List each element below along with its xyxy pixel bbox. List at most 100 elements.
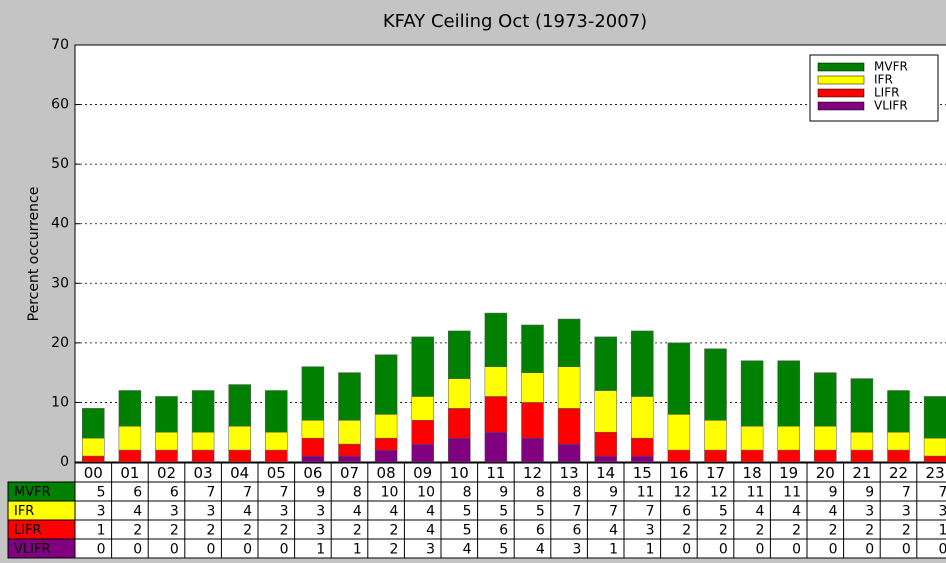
table-value: 10 xyxy=(381,485,399,501)
bar-segment xyxy=(484,396,508,433)
bar-segment xyxy=(338,443,361,457)
y-tick-label: 30 xyxy=(51,275,69,291)
x-tick-label: 15 xyxy=(633,464,652,482)
bar-segment xyxy=(521,372,544,403)
legend-label: VLIFR xyxy=(874,99,908,113)
chart-title: KFAY Ceiling Oct (1973-2007) xyxy=(383,11,647,32)
y-tick-label: 20 xyxy=(51,335,69,351)
x-tick-label: 00 xyxy=(84,464,103,482)
bar-segment xyxy=(887,390,910,433)
y-tick-label: 10 xyxy=(51,394,69,410)
table-value: 4 xyxy=(609,523,618,539)
bar-segment xyxy=(631,437,654,457)
table-value: 5 xyxy=(463,523,472,539)
table-value: 6 xyxy=(572,523,581,539)
table-value: 4 xyxy=(426,504,435,520)
table-value: 0 xyxy=(792,542,801,558)
bar-segment xyxy=(374,437,398,451)
table-value: 0 xyxy=(938,542,946,558)
bar-segment xyxy=(484,366,508,397)
x-tick-label: 19 xyxy=(779,464,798,482)
table-value: 2 xyxy=(353,523,362,539)
table-value: 6 xyxy=(499,523,508,539)
row-label-cell xyxy=(7,538,76,559)
table-value: 4 xyxy=(353,504,362,520)
table-value: 3 xyxy=(646,523,655,539)
table-value: 5 xyxy=(719,504,728,520)
table-value: 7 xyxy=(902,485,911,501)
bar-segment xyxy=(265,390,288,433)
legend-label: IFR xyxy=(874,73,893,87)
table-value: 4 xyxy=(463,542,472,558)
x-tick-label: 03 xyxy=(194,464,213,482)
legend-swatch xyxy=(817,101,865,111)
table-value: 3 xyxy=(316,523,325,539)
bar-segment xyxy=(850,431,874,451)
x-tick-label: 16 xyxy=(669,464,688,482)
bar-segment xyxy=(814,426,837,451)
table-value: 6 xyxy=(170,485,179,501)
table-value: 4 xyxy=(536,542,545,558)
bar-segment xyxy=(594,455,617,463)
bar-segment xyxy=(118,390,142,427)
bar-segment xyxy=(594,336,617,391)
bar-segment xyxy=(740,360,764,427)
table-value: 9 xyxy=(865,485,874,501)
bar-segment xyxy=(521,402,544,439)
table-value: 4 xyxy=(389,504,398,520)
table-value: 3 xyxy=(902,504,911,520)
table-value: 9 xyxy=(829,485,838,501)
bar-segment xyxy=(557,408,581,445)
x-tick-label: 22 xyxy=(889,464,908,482)
table-value: 0 xyxy=(829,542,838,558)
bar-segment xyxy=(374,414,398,439)
table-value: 3 xyxy=(170,504,179,520)
table-value: 10 xyxy=(417,485,435,501)
table-value: 2 xyxy=(133,523,142,539)
table-value: 11 xyxy=(783,485,801,501)
table-value: 4 xyxy=(755,504,764,520)
table-value: 4 xyxy=(243,504,252,520)
table-value: 0 xyxy=(170,542,179,558)
table-value: 12 xyxy=(710,485,728,501)
x-tick-label: 05 xyxy=(267,464,286,482)
table-value: 7 xyxy=(280,485,289,501)
legend-label: LIFR xyxy=(874,86,899,100)
table-value: 7 xyxy=(646,504,655,520)
bar-segment xyxy=(814,372,837,427)
table-value: 2 xyxy=(755,523,764,539)
bar-segment xyxy=(557,318,581,367)
bar-segment xyxy=(155,449,178,463)
table-value: 3 xyxy=(865,504,874,520)
bar-segment xyxy=(118,426,142,451)
bar-segment xyxy=(228,449,251,463)
table-value: 4 xyxy=(792,504,801,520)
bar-segment xyxy=(228,426,251,451)
x-tick-label: 04 xyxy=(230,464,249,482)
table-value: 2 xyxy=(682,523,691,539)
plot-area xyxy=(74,44,946,463)
y-tick-label: 0 xyxy=(60,454,69,470)
y-tick-label: 50 xyxy=(51,156,69,172)
table-value: 2 xyxy=(243,523,252,539)
table-value: 1 xyxy=(316,542,325,558)
bar-segment xyxy=(594,390,617,433)
table-value: 3 xyxy=(938,504,946,520)
x-tick-label: 23 xyxy=(926,464,945,482)
table-value: 3 xyxy=(572,542,581,558)
bar-segment xyxy=(191,390,215,433)
table-value: 4 xyxy=(133,504,142,520)
table-value: 1 xyxy=(646,542,655,558)
table-value: 7 xyxy=(609,504,618,520)
row-label: MVFR xyxy=(14,485,51,500)
table-value: 5 xyxy=(97,485,106,501)
row-label: VLIFR xyxy=(14,542,50,557)
bar-segment xyxy=(82,437,105,457)
table-value: 2 xyxy=(206,523,215,539)
bar-segment xyxy=(448,330,471,379)
y-tick-label: 40 xyxy=(51,216,69,232)
table-value: 2 xyxy=(719,523,728,539)
table-bg xyxy=(74,462,946,559)
bar-segment xyxy=(923,437,946,457)
